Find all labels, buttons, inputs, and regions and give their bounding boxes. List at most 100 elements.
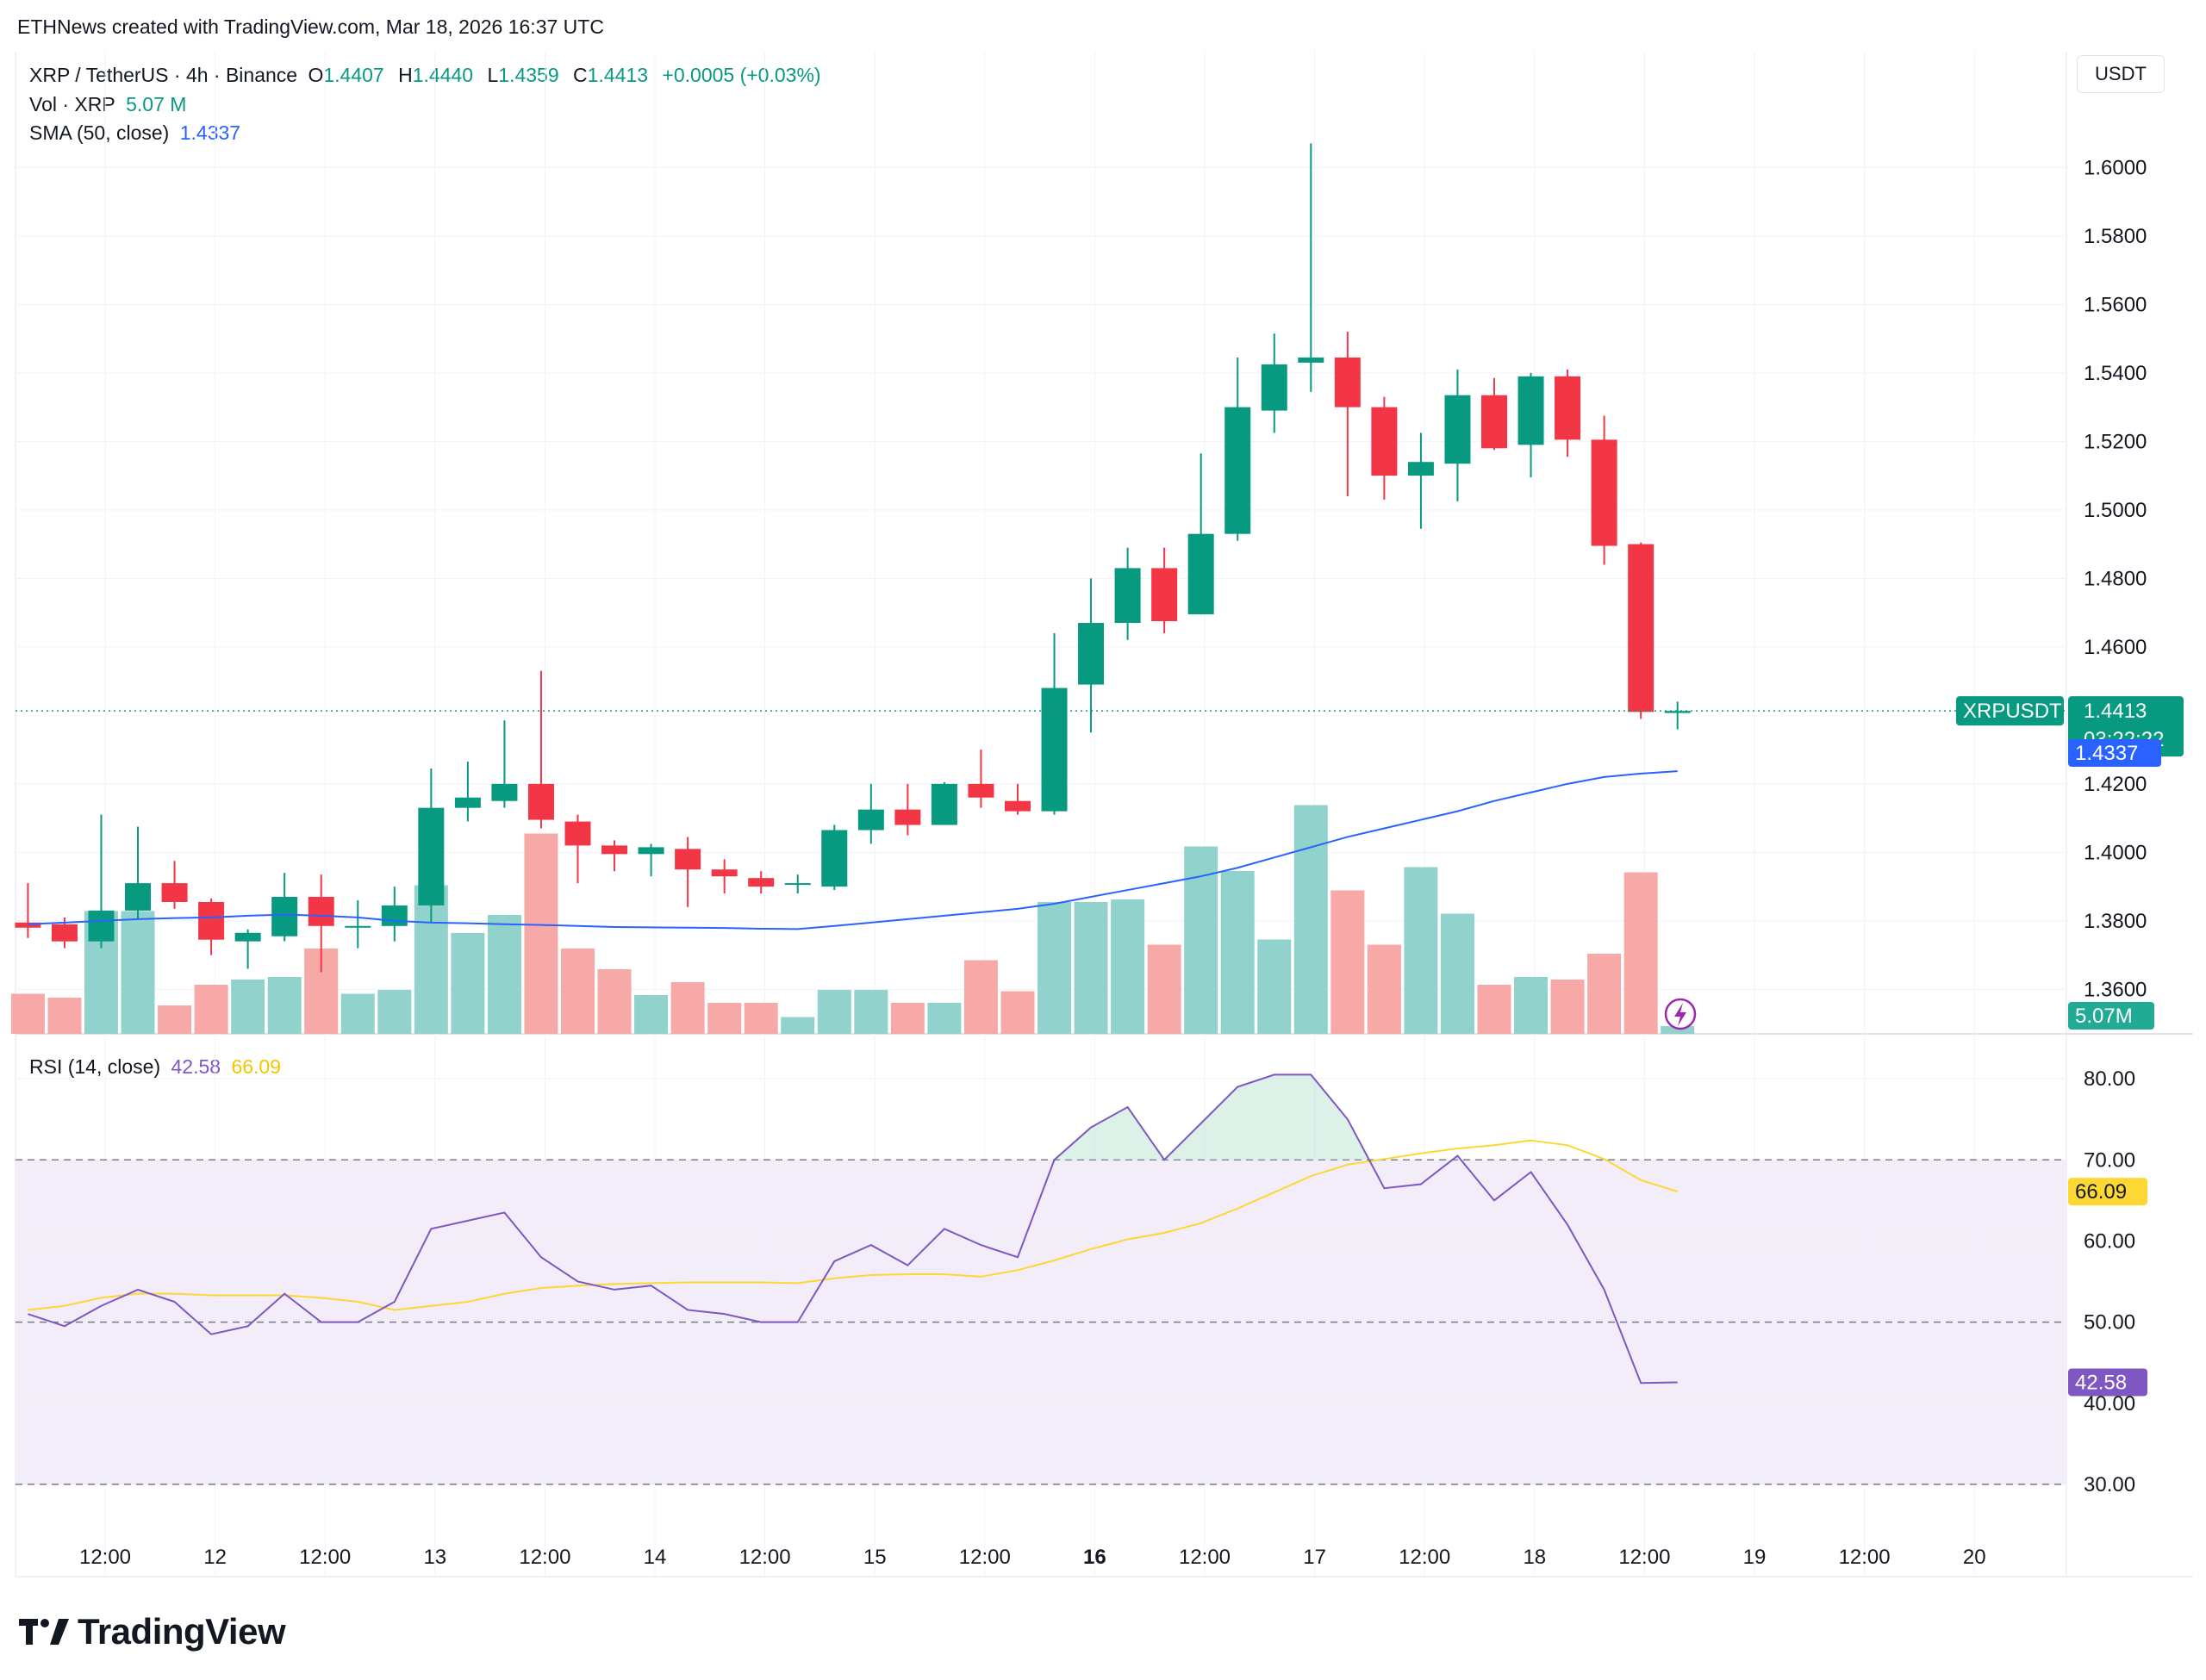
time-tick-label: 12:00: [299, 1546, 351, 1569]
sma-50-line: [28, 770, 1678, 930]
candle-body: [454, 797, 481, 808]
candle-body: [968, 783, 994, 798]
time-tick-label: 19: [1743, 1546, 1767, 1569]
volume-bar: [231, 980, 265, 1034]
candle-body: [1517, 376, 1544, 445]
sma-value: 1.4337: [179, 121, 241, 144]
volume-badge: 5.07M: [2075, 1005, 2133, 1028]
rsi-label[interactable]: RSI (14, close): [29, 1055, 161, 1078]
volume-bar: [524, 833, 558, 1034]
candle-body: [198, 901, 225, 940]
open-label: O: [308, 64, 324, 86]
time-tick-label: 12:00: [79, 1546, 131, 1569]
tradingview-logo-icon: [19, 1619, 69, 1645]
candle-body: [564, 821, 591, 846]
candle-body: [931, 783, 957, 825]
price-tick-label: 1.4200: [2084, 773, 2147, 796]
rsi-ma-badge: 66.09: [2075, 1180, 2127, 1204]
symbol-badge: XRPUSDT: [1963, 700, 2062, 723]
volume-bar: [377, 990, 412, 1034]
candle-body: [1298, 357, 1324, 363]
rsi-badge: 42.58: [2075, 1371, 2127, 1394]
candle-body: [711, 869, 738, 877]
volume-bar: [340, 993, 375, 1034]
volume-bar: [451, 933, 485, 1034]
volume-bar: [1000, 991, 1035, 1034]
candle-body: [381, 905, 408, 926]
candle-body: [161, 883, 188, 902]
price-tick-label: 1.5800: [2084, 225, 2147, 248]
sma-badge: 1.4337: [2075, 742, 2138, 765]
volume-bar: [561, 949, 595, 1034]
rsi-tick-label: 60.00: [2084, 1229, 2135, 1253]
volume-legend: Vol · XRP 5.07 M: [29, 93, 191, 116]
candle-body: [1078, 623, 1105, 685]
time-tick-label: 17: [1303, 1546, 1326, 1569]
volume-badge-bg: [2068, 1002, 2154, 1030]
low-value: 1.4359: [498, 64, 559, 86]
price-tick-label: 1.4000: [2084, 841, 2147, 864]
time-tick-label: 20: [1963, 1546, 1986, 1569]
time-tick-label: 12:00: [1399, 1546, 1450, 1569]
volume-bar: [1257, 939, 1292, 1034]
currency-button[interactable]: USDT: [2077, 55, 2165, 93]
volume-bar: [1330, 890, 1365, 1034]
candle-body: [1371, 407, 1398, 476]
high-value: 1.4440: [412, 64, 474, 86]
candle-body: [1591, 439, 1617, 546]
open-value: 1.4407: [323, 64, 384, 86]
tradingview-wordmark: TradingView: [78, 1611, 286, 1652]
candle-body: [784, 883, 811, 886]
sma-legend: SMA (50, close) 1.4337: [29, 121, 246, 145]
candle-body: [271, 897, 298, 936]
volume-bar: [1550, 980, 1585, 1034]
candle-body: [748, 878, 775, 887]
rsi-overbought-fill: [1054, 1107, 1165, 1160]
time-tick-label: 16: [1083, 1546, 1106, 1569]
volume-bar: [597, 969, 632, 1034]
volume-bar: [854, 990, 888, 1034]
candle-body: [857, 809, 884, 831]
candle-body: [15, 922, 41, 928]
candle-body: [1114, 568, 1141, 624]
candle-body: [234, 932, 261, 942]
volume-value: 5.07 M: [126, 93, 187, 115]
volume-bar: [1147, 944, 1181, 1034]
change-value: +0.0005 (+0.03%): [662, 64, 821, 86]
volume-bar: [927, 1003, 962, 1034]
volume-label[interactable]: Vol · XRP: [29, 93, 115, 115]
candle-body: [1041, 688, 1068, 812]
sma-label[interactable]: SMA (50, close): [29, 121, 170, 144]
time-tick-label: 13: [423, 1546, 446, 1569]
candle-body: [638, 847, 664, 855]
rsi-ma-value: 66.09: [231, 1055, 282, 1078]
lightning-icon-bolt: [1674, 1003, 1686, 1026]
volume-bar: [1038, 902, 1072, 1034]
tradingview-logo[interactable]: TradingView: [19, 1611, 286, 1652]
volume-bar: [1074, 902, 1108, 1034]
time-tick-label: 12:00: [1839, 1546, 1891, 1569]
volume-bar: [634, 995, 669, 1034]
rsi-tick-label: 30.00: [2084, 1473, 2135, 1496]
candle-body: [821, 830, 848, 887]
candle-body: [1628, 544, 1654, 712]
volume-bar: [1514, 977, 1549, 1034]
candle-body: [1664, 711, 1691, 713]
time-tick-label: 15: [863, 1546, 887, 1569]
volume-bar: [963, 960, 998, 1034]
symbol-name[interactable]: XRP / TetherUS · 4h · Binance: [29, 64, 298, 86]
volume-bar: [707, 1003, 742, 1034]
price-tick-label: 1.5200: [2084, 430, 2147, 453]
price-tick-label: 1.5600: [2084, 293, 2147, 316]
candle-body: [1187, 533, 1214, 615]
candle-body: [675, 849, 701, 870]
time-tick-label: 12:00: [739, 1546, 791, 1569]
symbol-legend: XRP / TetherUS · 4h · Binance O1.4407 H1…: [29, 64, 830, 87]
price-tick-label: 1.5400: [2084, 362, 2147, 385]
candle-body: [527, 783, 554, 820]
candle-body: [1151, 568, 1178, 622]
rsi-legend: RSI (14, close) 42.58 66.09: [29, 1055, 286, 1079]
candle-body: [88, 910, 115, 942]
candle-body: [1004, 800, 1031, 812]
